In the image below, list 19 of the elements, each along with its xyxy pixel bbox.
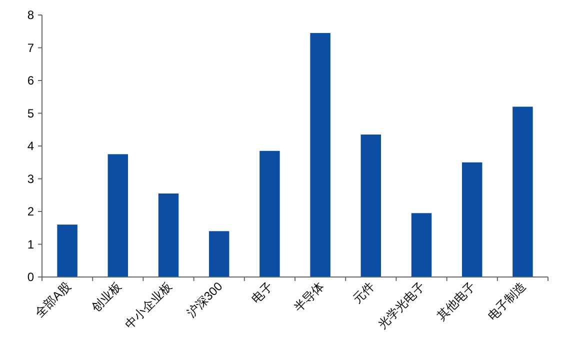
y-tick-label: 8 bbox=[27, 8, 34, 22]
y-tick-label: 3 bbox=[27, 172, 34, 186]
x-tick-label: 创业板 bbox=[88, 279, 124, 315]
x-tick-label: 电子制造 bbox=[484, 279, 529, 324]
y-tick-label: 7 bbox=[27, 40, 34, 55]
y-tick-label: 2 bbox=[27, 204, 34, 218]
x-tick-label: 半导体 bbox=[291, 279, 326, 315]
y-tick-label: 0 bbox=[27, 270, 34, 284]
x-tick-label: 其他电子 bbox=[434, 279, 478, 324]
x-tick-label: 元件 bbox=[350, 279, 378, 306]
x-tick-label: 中小企业板 bbox=[122, 279, 175, 332]
y-tick-label: 1 bbox=[27, 237, 34, 252]
y-tick-label: 5 bbox=[27, 106, 34, 120]
x-tick-label: 光学光电子 bbox=[375, 279, 428, 332]
x-tick-label: 沪深300 bbox=[184, 279, 226, 320]
x-tick-label: 全部A股 bbox=[32, 279, 74, 320]
y-tick-label: 6 bbox=[27, 74, 34, 88]
x-tick-label: 电子 bbox=[248, 279, 276, 306]
y-tick-label: 4 bbox=[27, 139, 34, 153]
